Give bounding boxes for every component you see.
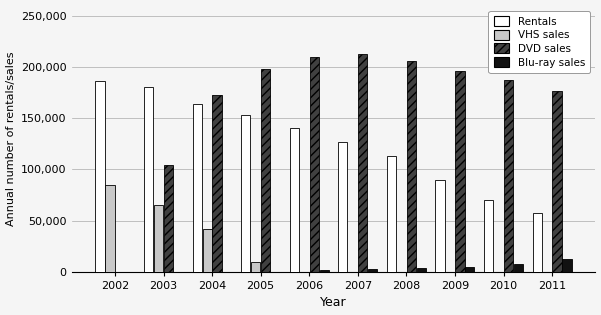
Bar (563, 259, 572, 272)
Bar (338, 142, 347, 272)
Bar (310, 57, 319, 272)
Bar (203, 229, 212, 272)
X-axis label: Year: Year (320, 296, 347, 309)
Bar (514, 264, 523, 272)
Bar (358, 54, 367, 272)
Legend: Rentals, VHS sales, DVD sales, Blu-ray sales: Rentals, VHS sales, DVD sales, Blu-ray s… (489, 11, 590, 73)
Bar (504, 80, 513, 272)
Bar (192, 104, 202, 272)
Bar (105, 185, 115, 272)
Bar (261, 69, 270, 272)
Bar (320, 270, 329, 272)
Bar (407, 61, 416, 272)
Bar (213, 95, 222, 272)
Bar (144, 88, 153, 272)
Bar (387, 156, 396, 272)
Bar (484, 200, 493, 272)
Bar (435, 180, 445, 272)
Bar (164, 165, 173, 272)
Bar (416, 268, 426, 272)
Y-axis label: Annual number of rentals/sales: Annual number of rentals/sales (5, 51, 16, 226)
Bar (456, 71, 465, 272)
Bar (465, 267, 475, 272)
Bar (251, 262, 260, 272)
Bar (368, 269, 377, 272)
Bar (154, 205, 163, 272)
Bar (290, 129, 299, 272)
Bar (552, 91, 562, 272)
Bar (96, 81, 105, 272)
Bar (241, 115, 251, 272)
Bar (532, 214, 542, 272)
